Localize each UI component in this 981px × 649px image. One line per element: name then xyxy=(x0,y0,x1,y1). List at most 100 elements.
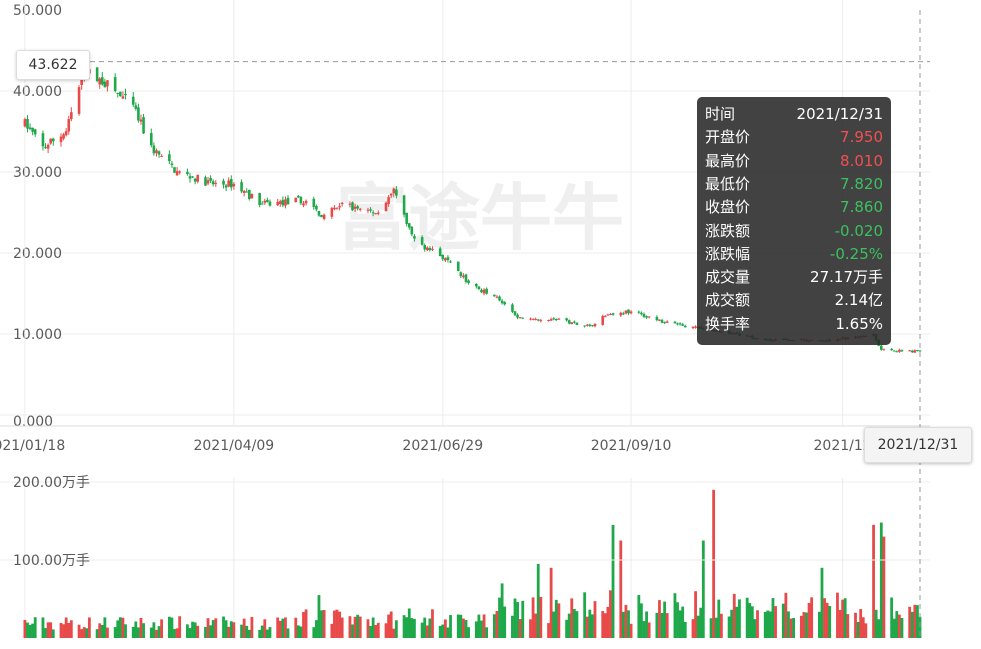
volume-bar xyxy=(557,603,561,638)
candle-body xyxy=(880,345,883,350)
volume-bar xyxy=(423,617,427,638)
volume-bar xyxy=(402,615,406,638)
candle-body xyxy=(573,321,576,323)
candle-body xyxy=(603,316,607,318)
volume-bar xyxy=(26,622,29,638)
volume-bar xyxy=(879,522,883,638)
volume-bar xyxy=(193,622,197,638)
volume-bar xyxy=(820,567,824,638)
volume-bar xyxy=(467,627,470,638)
volume-bar xyxy=(247,629,251,638)
tooltip-value: 27.17万手 xyxy=(810,268,883,287)
candle-body xyxy=(622,313,625,315)
volume-bar xyxy=(320,610,323,638)
candle-body xyxy=(467,280,470,284)
x-tick-label: 2021/09/10 xyxy=(591,438,672,454)
tooltip-value: 2.14亿 xyxy=(834,291,883,310)
candle-body xyxy=(521,317,525,319)
volume-bar xyxy=(296,625,300,638)
candle-body xyxy=(619,312,623,316)
volume-bar xyxy=(877,619,881,638)
candle-body xyxy=(575,322,579,325)
volume-bar xyxy=(738,599,741,638)
volume-bar xyxy=(709,618,713,638)
volume-bar xyxy=(864,623,868,638)
volume-bar xyxy=(175,628,179,638)
candle-body xyxy=(908,350,911,352)
volume-bar xyxy=(846,614,850,638)
volume-bar xyxy=(170,617,174,638)
candle-body xyxy=(387,197,390,204)
candle-body xyxy=(62,134,65,139)
candle-body xyxy=(529,318,532,320)
volume-bar xyxy=(799,615,803,638)
volume-bar xyxy=(49,622,53,638)
volume-bar xyxy=(606,606,610,638)
tooltip-value: -0.25% xyxy=(829,244,883,263)
candle-body xyxy=(554,318,558,321)
candle-body xyxy=(64,131,68,136)
candle-body xyxy=(539,320,543,322)
volume-bar xyxy=(59,622,63,638)
volume-bar xyxy=(521,600,525,638)
volume-bar xyxy=(155,629,158,638)
volume-bar xyxy=(660,613,664,638)
volume-bar xyxy=(374,624,378,638)
volume-bar xyxy=(227,626,231,638)
tooltip-value: 7.860 xyxy=(840,198,883,217)
candle-body xyxy=(245,191,249,193)
candle-body xyxy=(260,203,264,205)
candle-body xyxy=(266,199,269,203)
volume-bar xyxy=(167,616,171,638)
candle-body xyxy=(611,313,615,315)
volume-bar xyxy=(340,617,344,638)
volume-bar xyxy=(745,597,749,638)
volume-bar xyxy=(366,619,370,638)
candle-body xyxy=(103,81,107,88)
volume-bar xyxy=(897,614,901,638)
y-tick-label: 0.000 xyxy=(13,414,53,430)
candle-body xyxy=(168,154,171,162)
candle-body xyxy=(340,202,344,205)
candle-body xyxy=(137,107,140,121)
volume-bar xyxy=(441,624,445,638)
volume-bar xyxy=(87,617,91,638)
volume-bar xyxy=(699,607,703,638)
volume-bar xyxy=(186,624,189,638)
candle-body xyxy=(477,286,481,290)
volume-bar xyxy=(196,625,200,638)
candle-body xyxy=(395,189,398,196)
candle-body xyxy=(407,223,411,228)
volume-bar xyxy=(139,617,143,638)
candle-body xyxy=(389,193,393,196)
volume-bar xyxy=(774,606,777,638)
volume-bar xyxy=(503,606,507,638)
candle-body xyxy=(431,248,434,250)
candle-body xyxy=(916,350,919,352)
candle-body xyxy=(338,206,341,208)
candle-body xyxy=(44,147,47,149)
candle-body xyxy=(549,319,553,321)
candle-body xyxy=(629,311,633,314)
volume-bar xyxy=(655,612,659,638)
volume-bar xyxy=(789,618,793,638)
tooltip-label: 换手率 xyxy=(705,314,751,333)
candle-body xyxy=(585,324,589,326)
volume-bar xyxy=(802,612,806,638)
x-tick-label: 2021/04/09 xyxy=(193,438,274,454)
volume-bar xyxy=(64,617,68,638)
candle-body xyxy=(428,247,432,251)
volume-bar xyxy=(51,629,55,638)
volume-bar xyxy=(611,524,615,638)
volume-bar xyxy=(753,619,757,638)
volume-bar xyxy=(278,620,282,638)
volume-bar xyxy=(843,598,847,638)
volume-bar xyxy=(299,626,303,638)
volume-bar xyxy=(565,619,569,638)
candle-body xyxy=(242,190,246,193)
volume-bar xyxy=(500,583,504,638)
candle-body xyxy=(80,74,83,86)
candle-body xyxy=(286,197,290,205)
